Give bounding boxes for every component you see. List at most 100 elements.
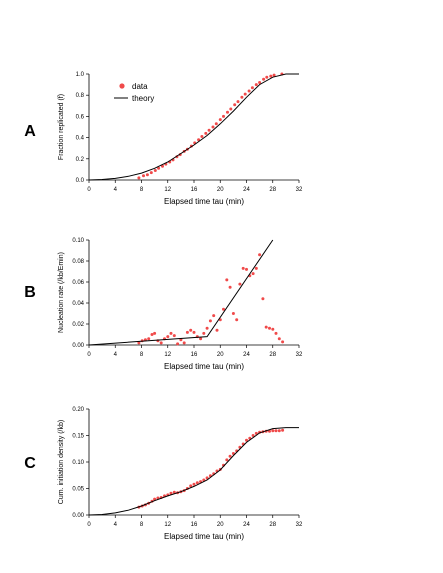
data-point xyxy=(271,327,275,331)
data-point xyxy=(137,341,141,345)
data-point xyxy=(228,285,232,289)
data-point xyxy=(268,429,271,433)
data-point xyxy=(150,333,154,336)
x-tick-label: 24 xyxy=(243,187,250,193)
data-point xyxy=(245,438,248,442)
data-point xyxy=(236,100,240,104)
data-point xyxy=(147,337,151,341)
x-tick-label: 4 xyxy=(114,522,118,528)
y-tick-label: 0.10 xyxy=(72,238,84,244)
y-tick-label: 0.2 xyxy=(76,157,85,163)
data-point xyxy=(176,342,180,346)
data-point xyxy=(241,266,245,270)
data-point xyxy=(243,92,247,96)
x-tick-label: 8 xyxy=(140,522,144,528)
data-point xyxy=(137,176,141,180)
data-point xyxy=(200,135,204,138)
data-point xyxy=(229,107,233,111)
data-point xyxy=(240,95,244,99)
data-point xyxy=(225,278,229,282)
data-point xyxy=(153,497,157,501)
data-point xyxy=(245,267,248,271)
data-point xyxy=(264,325,268,329)
y-tick-label: 0.8 xyxy=(76,93,85,99)
data-point xyxy=(251,434,255,437)
data-point xyxy=(202,331,206,335)
data-point xyxy=(247,89,251,93)
x-axis-label: Elapsed time tau (min) xyxy=(164,197,244,206)
x-tick-label: 16 xyxy=(191,352,198,358)
x-tick-label: 4 xyxy=(114,352,118,358)
data-point xyxy=(189,328,193,332)
data-point xyxy=(222,307,225,311)
data-point xyxy=(274,429,278,433)
y-tick-label: 0.15 xyxy=(72,434,84,440)
data-point xyxy=(161,164,164,168)
x-tick-label: 20 xyxy=(217,352,224,358)
x-tick-label: 20 xyxy=(217,187,224,193)
x-tick-label: 24 xyxy=(243,522,250,528)
data-point xyxy=(269,74,273,78)
x-tick-label: 32 xyxy=(296,352,303,358)
data-point xyxy=(272,73,276,77)
data-point xyxy=(205,326,209,330)
data-point xyxy=(254,83,258,87)
y-axis-label: Cum. initiation density (/kb) xyxy=(58,420,65,504)
x-tick-label: 20 xyxy=(217,522,224,528)
y-tick-label: 0.08 xyxy=(72,259,84,265)
data-point xyxy=(281,428,285,432)
x-axis-label: Elapsed time tau (min) xyxy=(164,532,244,541)
data-point xyxy=(153,331,157,335)
data-point xyxy=(205,476,209,480)
x-tick-label: 4 xyxy=(114,187,118,193)
data-point xyxy=(207,128,211,132)
y-tick-label: 0.4 xyxy=(76,136,85,142)
x-tick-label: 0 xyxy=(87,187,91,193)
data-point xyxy=(169,491,173,495)
legend-data-label: data xyxy=(132,82,148,91)
data-point xyxy=(172,334,176,338)
data-point xyxy=(182,341,186,345)
data-point xyxy=(261,297,265,301)
y-tick-label: 0.6 xyxy=(76,114,85,120)
x-tick-label: 28 xyxy=(269,522,276,528)
panel-label: C xyxy=(24,455,36,472)
data-point xyxy=(208,319,212,323)
x-tick-label: 0 xyxy=(87,352,91,358)
data-point xyxy=(215,328,219,332)
data-point xyxy=(277,337,281,341)
y-tick-label: 1.0 xyxy=(76,72,85,78)
x-tick-label: 16 xyxy=(191,522,198,528)
data-point xyxy=(185,330,189,334)
x-tick-label: 8 xyxy=(140,352,144,358)
data-point xyxy=(153,169,157,172)
data-point xyxy=(189,484,193,488)
data-point xyxy=(254,266,258,270)
y-tick-label: 0.04 xyxy=(72,301,84,307)
y-tick-label: 0.10 xyxy=(72,460,84,466)
data-point xyxy=(211,125,215,129)
data-point xyxy=(265,75,269,79)
panel-a: A 0 4 8 12 16 20 24 28 32 0.0 0.2 0.4 0.6 0.8 1.0 Elapse… xyxy=(24,72,303,206)
y-tick-label: 0.06 xyxy=(72,280,84,286)
x-tick-label: 12 xyxy=(164,522,171,528)
data-point xyxy=(235,318,239,322)
data-point xyxy=(231,312,235,315)
data-point xyxy=(192,482,196,486)
x-axis-label: Elapsed time tau (min) xyxy=(164,362,244,371)
data-point xyxy=(274,331,278,335)
x-tick-label: 28 xyxy=(269,187,276,193)
panel-label: B xyxy=(24,284,36,301)
data-point xyxy=(277,429,281,433)
data-point xyxy=(250,86,254,90)
y-tick-label: 0.20 xyxy=(72,407,84,413)
data-point xyxy=(268,326,271,330)
y-tick-label: 0.05 xyxy=(72,487,84,493)
data-point xyxy=(172,490,176,494)
x-tick-label: 32 xyxy=(296,522,303,528)
data-point xyxy=(262,77,266,81)
data-point xyxy=(157,166,161,170)
data-point xyxy=(192,330,196,334)
data-point xyxy=(225,458,229,462)
